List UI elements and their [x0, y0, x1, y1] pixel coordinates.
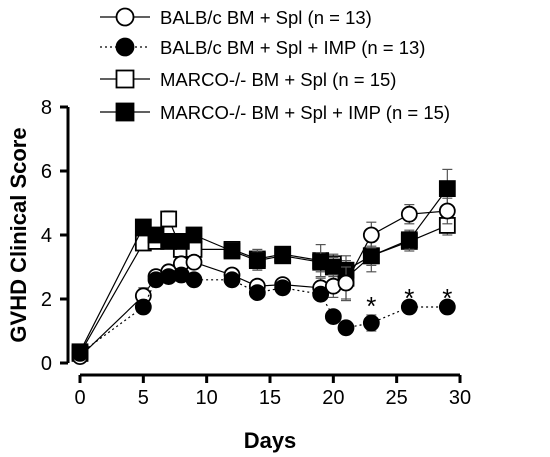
- data-point: [223, 271, 241, 289]
- data-point: [438, 202, 456, 220]
- data-point: [248, 284, 266, 302]
- significance-marker: *: [404, 283, 414, 313]
- legend-marker: [115, 7, 135, 27]
- legend-item: BALB/c BM + Spl (n = 13): [100, 7, 372, 28]
- data-point: [312, 285, 330, 303]
- axes: 0 2 4 6 8 0 5 10 15 20 25 30: [41, 97, 471, 409]
- data-point: [71, 344, 89, 362]
- y-tick-label: 6: [41, 161, 52, 183]
- legend-label: BALB/c BM + Spl (n = 13): [160, 7, 372, 28]
- legend: BALB/c BM + Spl (n = 13) BALB/c BM + Spl …: [100, 7, 450, 123]
- data-point: [438, 180, 456, 198]
- data-point: [337, 319, 355, 337]
- data-point: [362, 314, 380, 332]
- data-point: [438, 298, 456, 316]
- legend-label: BALB/c BM + Spl + IMP (n = 13): [160, 37, 425, 58]
- x-tick-label: 0: [74, 387, 85, 409]
- data-point: [362, 226, 380, 244]
- data-point: [160, 210, 178, 228]
- y-tick-label: 8: [41, 97, 52, 119]
- legend-label: MARCO-/- BM + Spl + IMP (n = 15): [160, 102, 450, 123]
- legend-marker: [115, 69, 135, 89]
- plot-area: * * *: [71, 168, 456, 366]
- x-tick-label: 30: [449, 387, 471, 409]
- x-tick-label: 25: [386, 387, 408, 409]
- data-point: [274, 247, 292, 265]
- data-point: [134, 298, 152, 316]
- data-point: [274, 279, 292, 297]
- x-tick-label: 5: [138, 387, 149, 409]
- significance-marker: *: [366, 291, 376, 321]
- data-point: [337, 274, 355, 292]
- data-point: [223, 242, 241, 260]
- data-point: [362, 247, 380, 265]
- data-point: [185, 226, 203, 244]
- series-line: [79, 188, 448, 353]
- legend-item: MARCO-/- BM + Spl (n = 15): [100, 69, 396, 90]
- data-point: [185, 253, 203, 271]
- legend-marker: [115, 102, 135, 122]
- y-axis-label: GVHD Clinical Score: [6, 127, 31, 342]
- x-tick-label: 10: [196, 387, 218, 409]
- legend-item: BALB/c BM + Spl + IMP (n = 13): [100, 37, 425, 58]
- data-point: [185, 271, 203, 289]
- x-axis-label: Days: [244, 428, 297, 453]
- y-tick-label: 4: [41, 225, 52, 247]
- data-point: [400, 205, 418, 223]
- y-tick-label: 2: [41, 289, 52, 311]
- significance-marker: *: [442, 283, 452, 313]
- series-4: [71, 168, 456, 361]
- data-point: [324, 308, 342, 326]
- legend-marker: [115, 37, 135, 57]
- data-point: [400, 298, 418, 316]
- legend-item: MARCO-/- BM + Spl + IMP (n = 15): [100, 102, 450, 123]
- x-tick-label: 20: [322, 387, 344, 409]
- data-point: [400, 231, 418, 249]
- legend-label: MARCO-/- BM + Spl (n = 15): [160, 69, 396, 90]
- x-tick-label: 15: [259, 387, 281, 409]
- series-2: [71, 266, 456, 362]
- y-tick-label: 0: [41, 353, 52, 375]
- data-point: [248, 252, 266, 270]
- series-1: [71, 197, 456, 366]
